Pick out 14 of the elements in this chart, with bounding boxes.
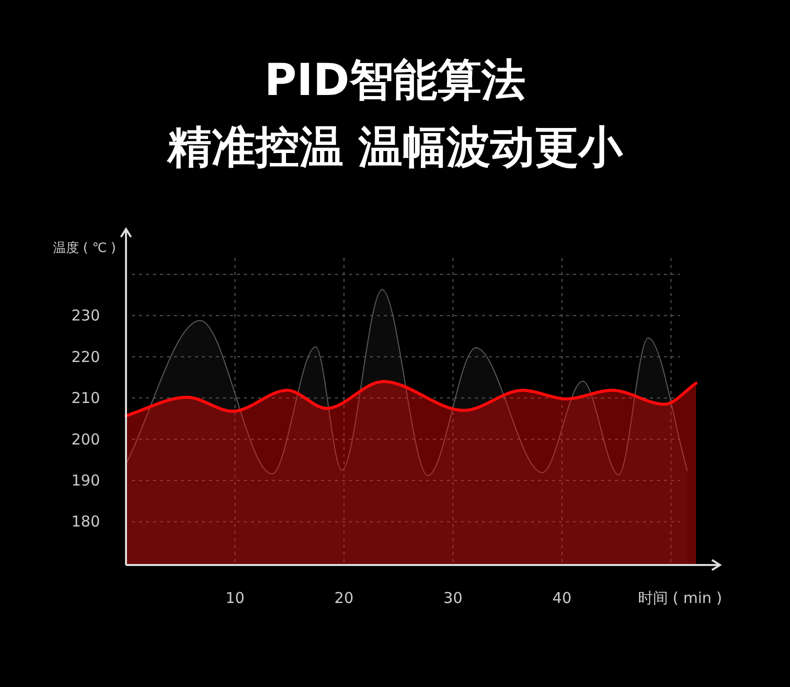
y-tick-label: 180 xyxy=(71,512,100,531)
subtitle: 精准控温 温幅波动更小 xyxy=(167,122,623,173)
y-axis-title: 温度 ( ℃ ) xyxy=(52,240,116,256)
x-tick-label: 10 xyxy=(225,589,245,607)
y-tick-label: 230 xyxy=(71,306,100,325)
title: PID智能算法 xyxy=(264,55,526,106)
y-tick-label: 200 xyxy=(71,430,100,448)
y-tick-label: 190 xyxy=(71,471,100,490)
x-tick-label: 20 xyxy=(334,589,354,607)
x-tick-label: 40 xyxy=(552,589,572,607)
y-tick-label: 210 xyxy=(71,389,100,408)
x-tick-label: 30 xyxy=(443,589,463,607)
x-axis-title: 时间 ( min ) xyxy=(638,589,722,607)
y-tick-label: 220 xyxy=(71,348,100,366)
